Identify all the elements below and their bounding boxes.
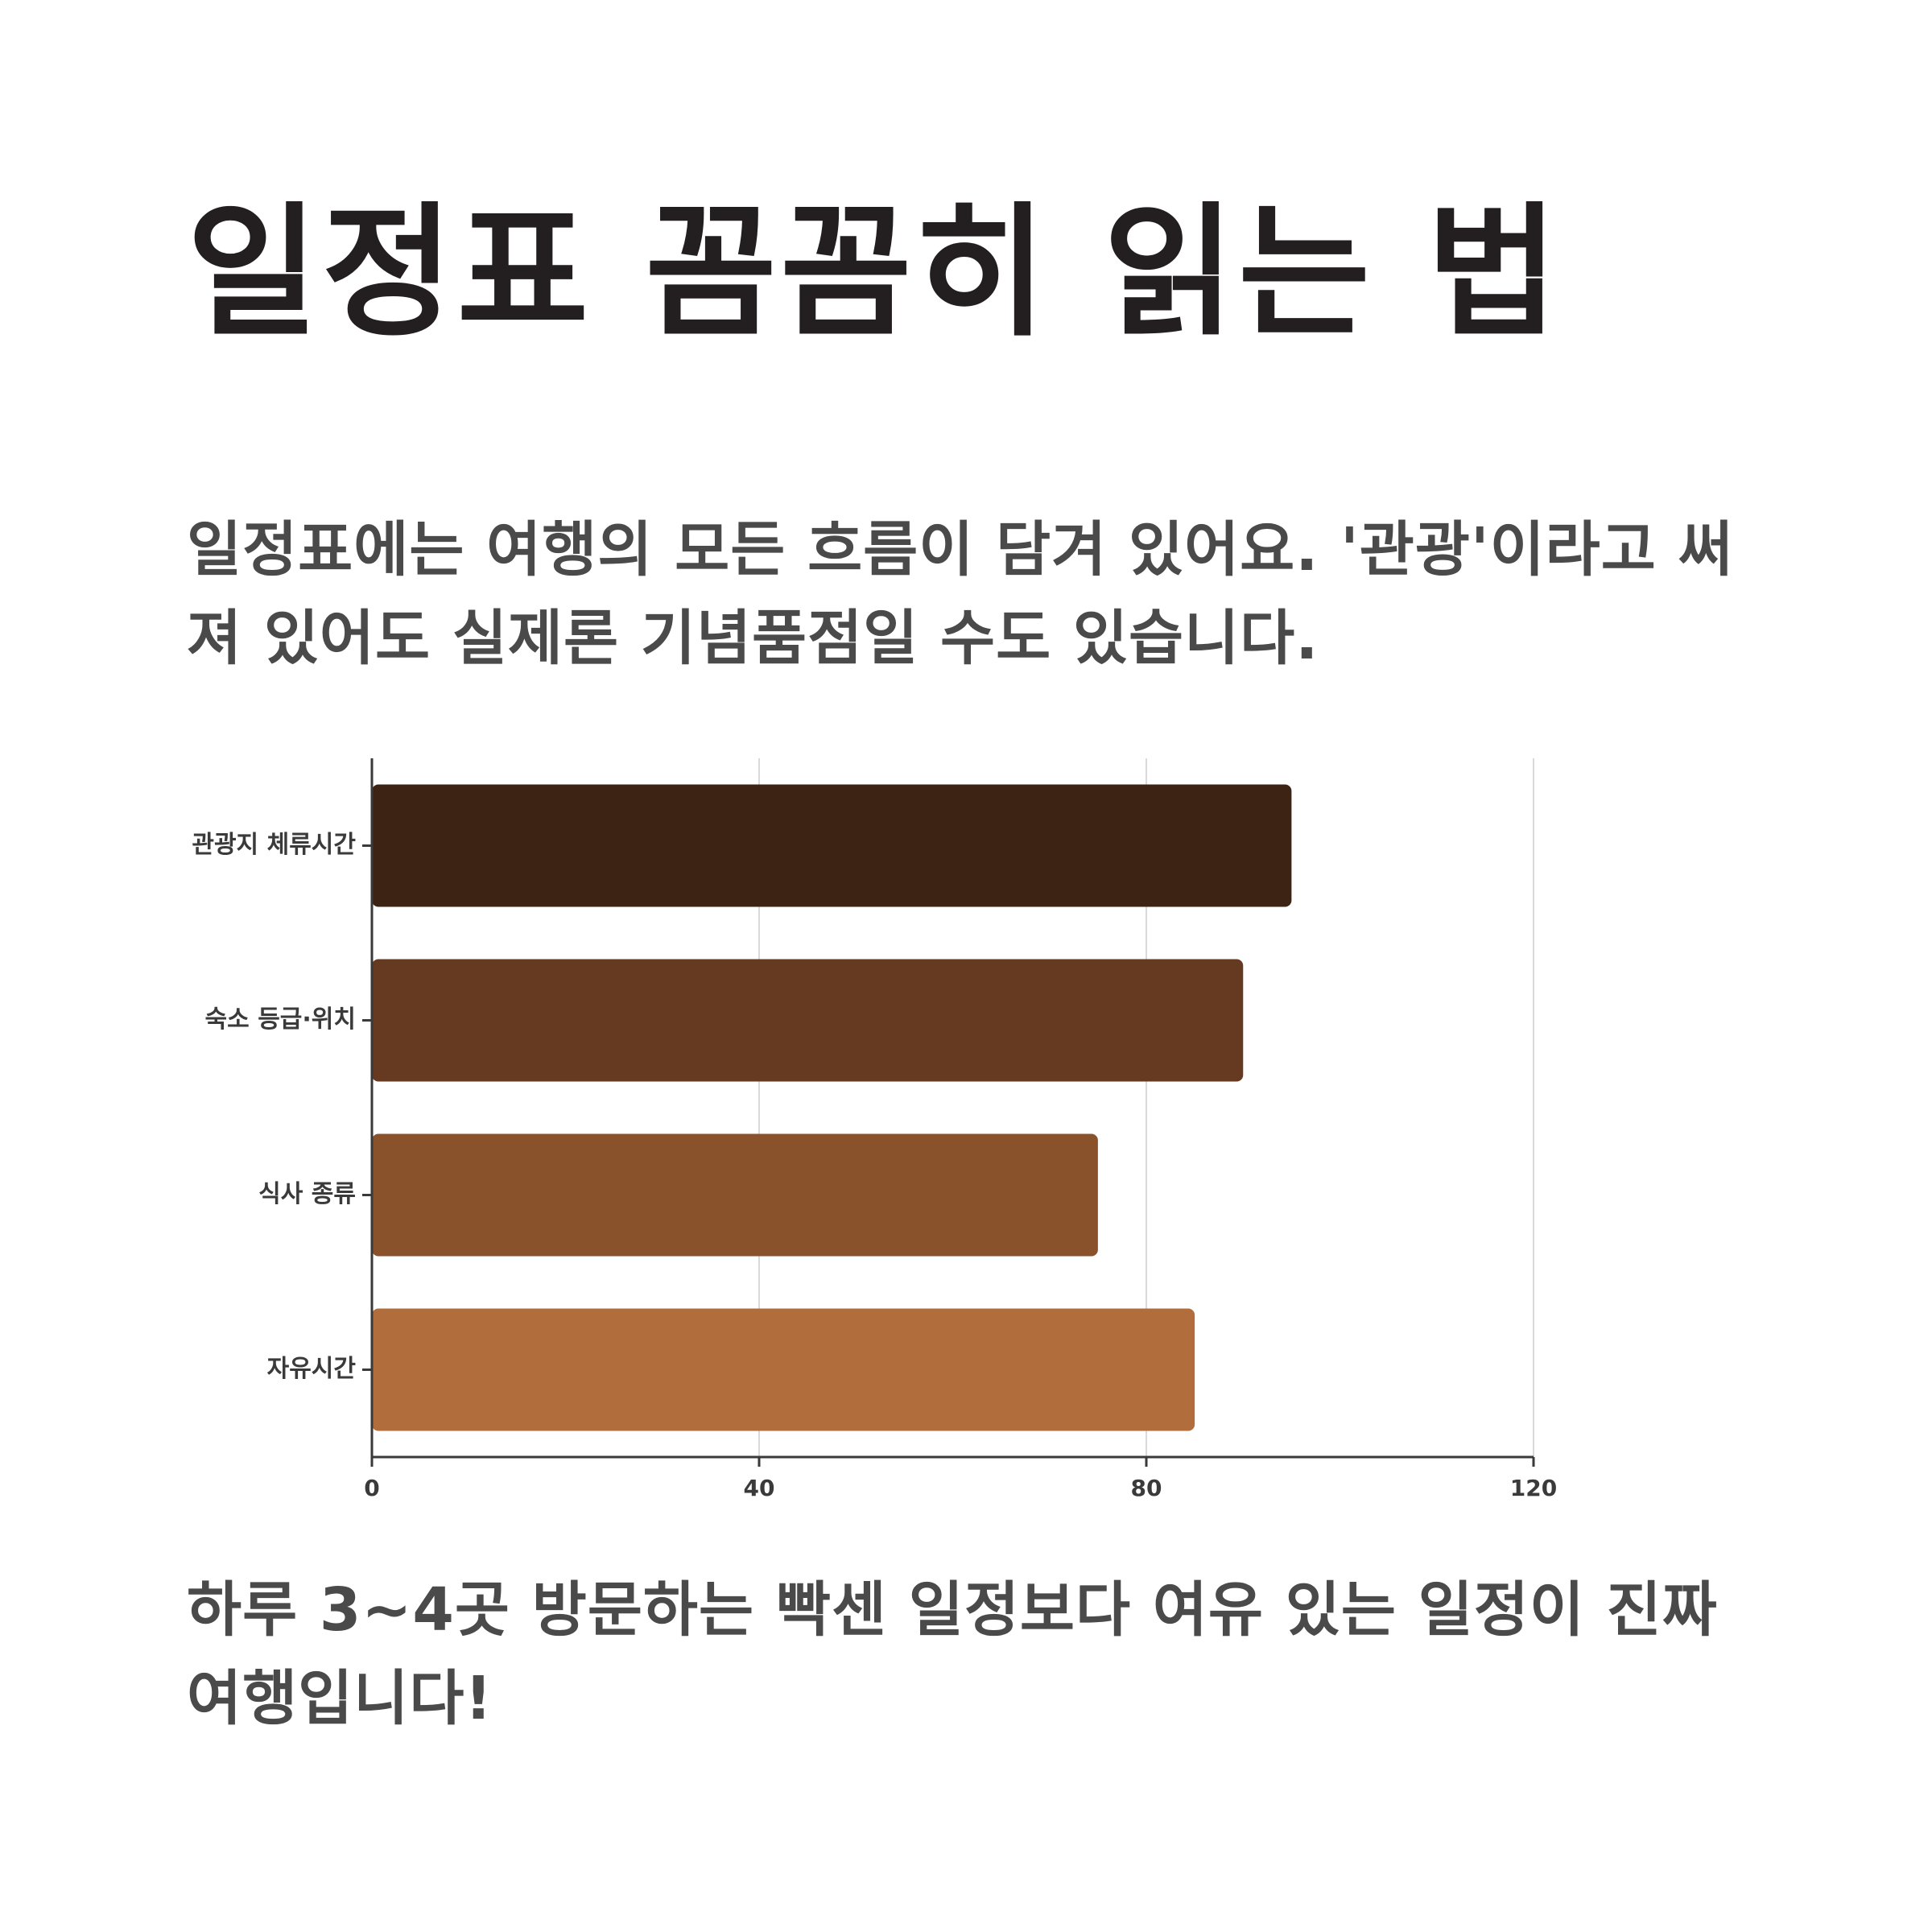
bars	[372, 784, 1292, 1431]
x-tick-label: 40	[744, 1475, 775, 1501]
axes	[362, 758, 1535, 1467]
x-tick-label: 0	[364, 1475, 379, 1501]
outro-text: 하루 3~4곳 방문하는 빡센 일정보다 여유 있는 일정이 진짜 여행입니다!	[187, 1575, 1718, 1733]
page-title: 일정표 꼼꼼히 읽는 법	[187, 189, 1562, 356]
intro-text: 일정표에는 여행의 모든 흐름이 담겨 있어요. '관광'이라고 써져 있어도 …	[187, 515, 1734, 673]
bar	[372, 1133, 1098, 1257]
y-tick-label: 관광지 체류시간	[192, 831, 356, 859]
y-tick-label: 식사 종류	[258, 1180, 356, 1208]
x-tick-label: 120	[1510, 1475, 1557, 1501]
y-tick-label: 자유시간	[267, 1355, 357, 1383]
bar	[372, 1308, 1195, 1431]
y-tick-label: 숙소 등급·위치	[205, 1005, 356, 1034]
x-tick-label: 80	[1131, 1475, 1162, 1501]
bar	[372, 959, 1244, 1082]
bar	[372, 784, 1292, 907]
